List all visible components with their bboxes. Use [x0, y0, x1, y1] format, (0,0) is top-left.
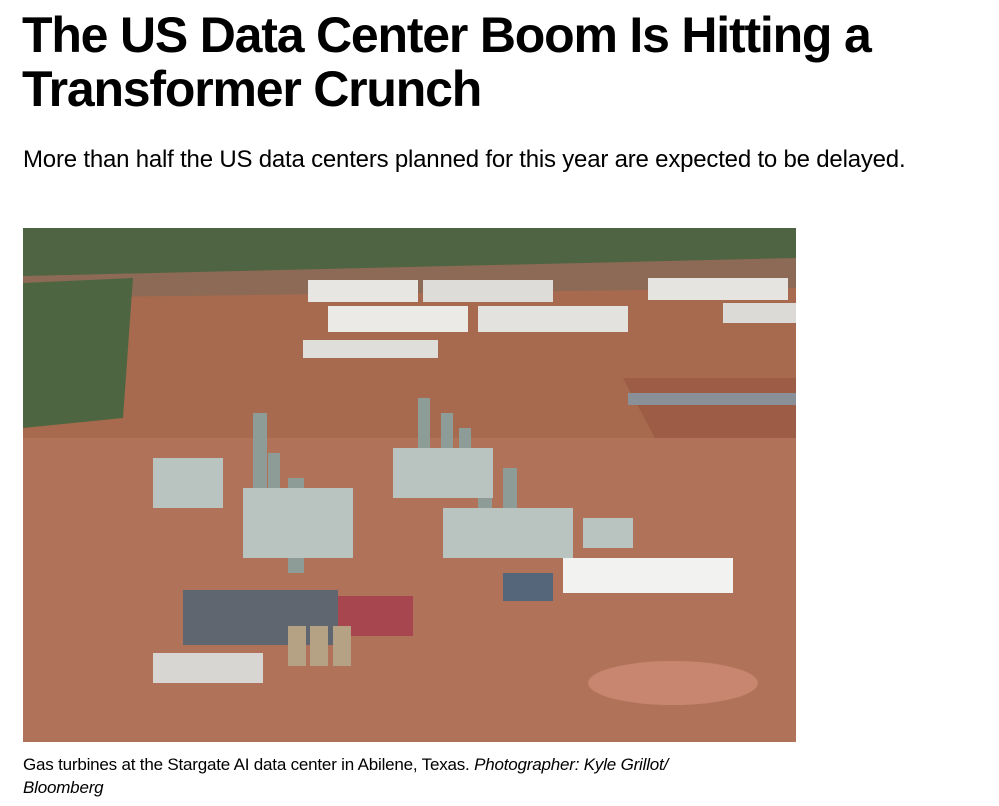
caption-text: Gas turbines at the Stargate AI data cen…: [23, 755, 470, 774]
photo: [23, 228, 796, 742]
subheadline: More than half the US data centers plann…: [23, 145, 923, 174]
caption: Gas turbines at the Stargate AI data cen…: [23, 753, 743, 799]
headline: The US Data Center Boom Is Hitting a Tra…: [22, 8, 997, 116]
